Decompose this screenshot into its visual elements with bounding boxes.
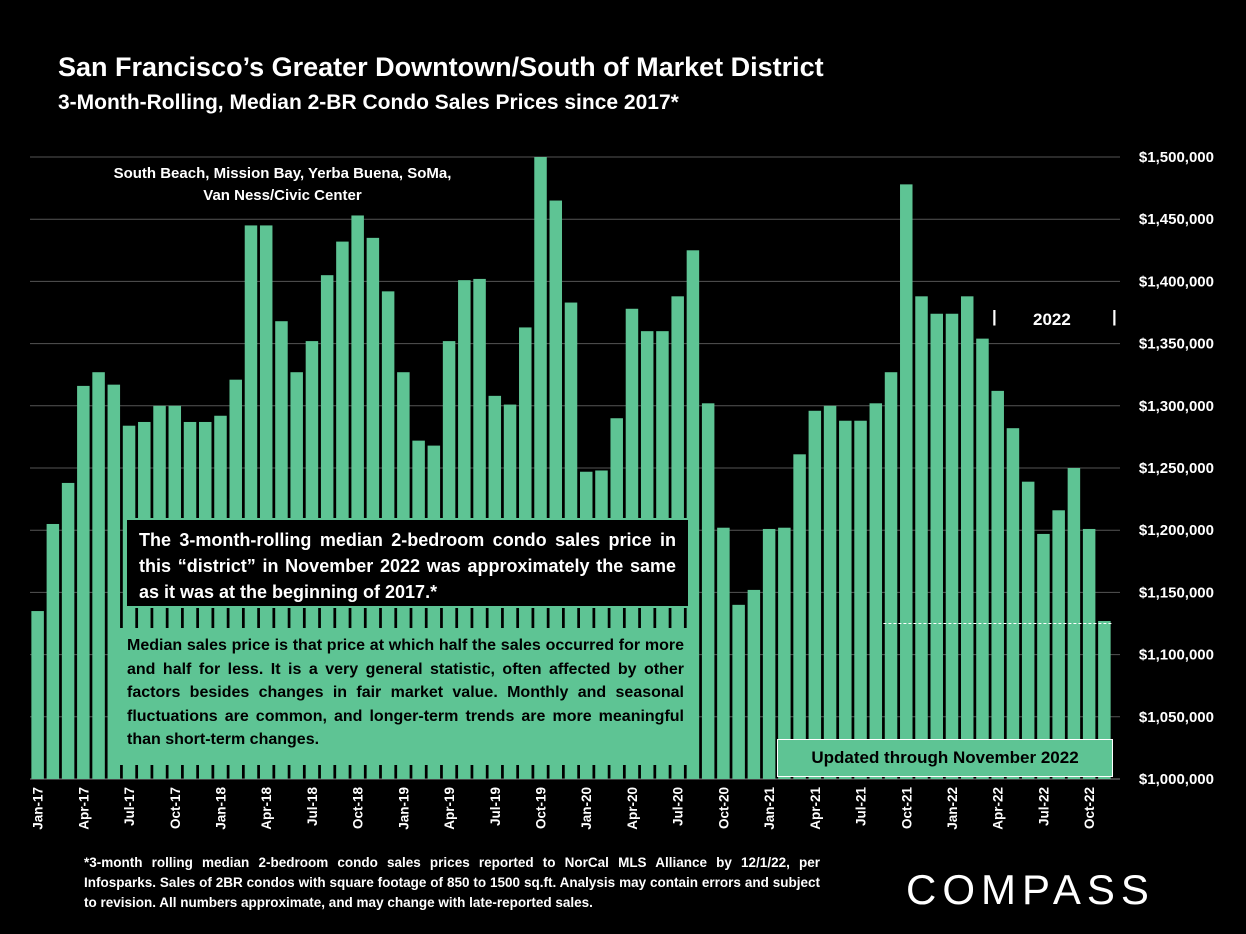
y-tick-label: $1,400,000	[1139, 273, 1214, 290]
y-tick-label: $1,200,000	[1139, 522, 1214, 539]
x-tick-label: Jan-17	[31, 787, 46, 830]
bar-May-21	[823, 405, 837, 779]
x-tick-label: Apr-19	[442, 787, 457, 830]
bar-Feb-21	[778, 527, 791, 779]
bar-Sep-20	[701, 403, 715, 779]
y-axis-ticks: $1,000,000 $1,050,000 $1,100,000 $1,150,000…	[1139, 149, 1214, 788]
bar-Mar-22	[976, 338, 989, 779]
areas-note: South Beach, Mission Bay, Yerba Buena, S…	[90, 163, 475, 207]
bar-Mar-17	[61, 482, 75, 779]
y-tick-label: $1,350,000	[1139, 336, 1214, 353]
x-axis-ticks: Jan-17 Apr-17 Jul-17 Oct-17 Jan-18 Apr-18 Jul-…	[31, 787, 1098, 830]
bar-Oct-19	[534, 157, 547, 779]
bar-Jan-21	[762, 528, 776, 779]
compass-logo: COMPASS	[906, 866, 1155, 913]
bar-Oct-21	[900, 184, 913, 780]
bar-Apr-21	[808, 410, 822, 779]
bar-Apr-17	[77, 385, 90, 779]
x-tick-label: Jul-20	[671, 787, 686, 826]
chart-title: San Francisco’s Greater Downtown/South o…	[58, 52, 824, 82]
x-tick-label: Apr-17	[76, 787, 91, 830]
year-marker-left-bar: |	[992, 307, 997, 326]
bar-Jan-17	[31, 611, 44, 779]
x-tick-label: Apr-18	[259, 787, 274, 830]
x-tick-label: Oct-21	[899, 787, 914, 830]
y-tick-label: $1,050,000	[1139, 709, 1214, 726]
x-tick-label: Apr-21	[808, 787, 823, 830]
x-tick-label: Oct-20	[716, 787, 731, 829]
definition-callout: Median sales price is that price at whic…	[117, 628, 694, 765]
bar-May-17	[92, 372, 105, 779]
year-marker-right-bar: |	[1112, 307, 1117, 326]
areas-note-line1: South Beach, Mission Bay, Yerba Buena, S…	[113, 165, 452, 182]
bar-Mar-21	[793, 454, 806, 779]
x-tick-label: Apr-20	[625, 787, 640, 830]
bar-Aug-22	[1052, 510, 1065, 779]
x-tick-label: Jan-21	[762, 787, 777, 830]
bar-Nov-20	[732, 604, 745, 779]
x-tick-label: Jul-21	[854, 787, 869, 827]
bar-Oct-20	[717, 527, 730, 779]
bar-Aug-21	[869, 403, 883, 779]
x-tick-label: Jan-18	[213, 787, 228, 830]
bar-Apr-22	[991, 390, 1004, 779]
bar-Feb-22	[960, 296, 974, 779]
bar-Nov-21	[915, 296, 928, 779]
x-tick-label: Oct-17	[168, 787, 183, 829]
x-tick-label: Jan-20	[579, 787, 594, 830]
y-tick-label: $1,300,000	[1139, 398, 1214, 415]
bar-Jun-22	[1021, 481, 1035, 779]
x-tick-label: Jul-18	[305, 787, 320, 827]
x-tick-label: Oct-22	[1082, 787, 1097, 829]
bar-Jan-22	[945, 313, 959, 779]
y-tick-label: $1,100,000	[1139, 647, 1214, 664]
bar-Dec-20	[747, 589, 761, 779]
x-tick-label: Oct-19	[534, 787, 549, 829]
x-tick-label: Apr-22	[991, 787, 1006, 830]
y-tick-label: $1,250,000	[1139, 460, 1214, 477]
y-tick-label: $1,000,000	[1139, 771, 1214, 788]
updated-badge: Updated through November 2022	[777, 739, 1113, 777]
bar-Dec-21	[930, 313, 943, 779]
bar-Jun-17	[107, 384, 121, 779]
footnote: *3-month rolling median 2-bedroom condo …	[84, 855, 820, 910]
x-tick-label: Oct-18	[351, 787, 366, 830]
x-tick-label: Jan-22	[945, 787, 960, 830]
summary-callout: The 3-month-rolling median 2-bedroom con…	[125, 518, 690, 608]
y-tick-label: $1,150,000	[1139, 584, 1214, 601]
areas-note-line2: Van Ness/Civic Center	[203, 187, 362, 204]
y-tick-label: $1,500,000	[1139, 149, 1214, 166]
bar-Jul-21	[854, 420, 867, 779]
bar-Oct-22	[1082, 528, 1096, 779]
bar-Sep-21	[884, 372, 898, 779]
x-tick-label: Jul-22	[1036, 787, 1051, 826]
bar-Jul-22	[1037, 533, 1050, 779]
x-tick-label: Jan-19	[396, 787, 411, 830]
x-tick-label: Jul-17	[122, 787, 137, 826]
bar-Feb-17	[46, 523, 60, 779]
y-tick-label: $1,450,000	[1139, 211, 1214, 228]
bar-May-22	[1006, 428, 1020, 779]
x-tick-label: Jul-19	[488, 787, 503, 826]
bar-Jun-21	[839, 420, 852, 779]
year-marker-label: 2022	[1033, 310, 1071, 329]
chart-subtitle: 3-Month-Rolling, Median 2-BR Condo Sales…	[58, 91, 679, 114]
